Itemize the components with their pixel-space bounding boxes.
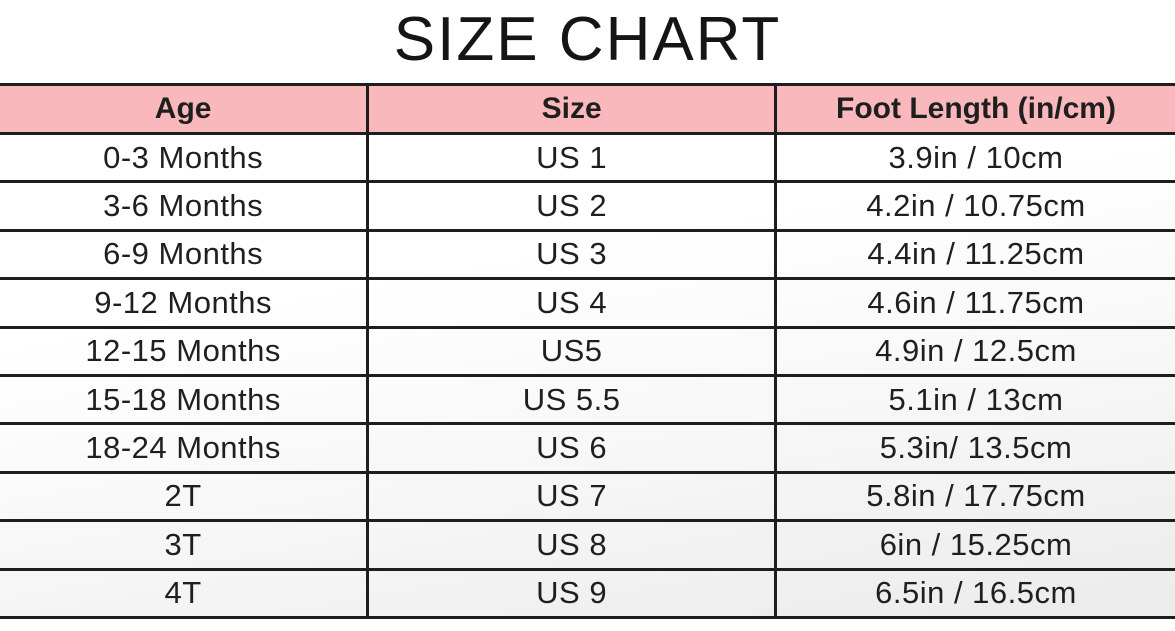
age-cell: 12-15 Months xyxy=(0,325,368,377)
age-cell: 0-3 Months xyxy=(0,131,368,184)
size-cell: US 9 xyxy=(366,567,776,619)
foot-length-cell: 5.1in / 13cm xyxy=(773,373,1175,426)
size-chart-table: Age Size Foot Length (in/cm) 0-3 Months … xyxy=(0,83,1175,619)
age-cell: 2T xyxy=(0,470,368,523)
age-cell: 4T xyxy=(0,567,368,619)
size-cell: US 5.5 xyxy=(366,373,776,426)
size-cell: US 6 xyxy=(366,422,776,474)
table-row: 4T US 9 6.5in / 16.5cm xyxy=(0,567,1175,619)
column-header-size: Size xyxy=(366,83,776,135)
size-cell: US5 xyxy=(366,325,776,377)
table-row: 2T US 7 5.8in / 17.75cm xyxy=(0,470,1175,523)
foot-length-cell: 6.5in / 16.5cm xyxy=(773,567,1175,619)
foot-length-cell: 4.6in / 11.75cm xyxy=(773,277,1175,329)
foot-length-cell: 4.4in / 11.25cm xyxy=(773,228,1175,281)
age-cell: 9-12 Months xyxy=(0,277,368,329)
table-row: 12-15 Months US5 4.9in / 12.5cm xyxy=(0,325,1175,377)
table-row: 6-9 Months US 3 4.4in / 11.25cm xyxy=(0,228,1175,281)
foot-length-cell: 6in / 15.25cm xyxy=(773,519,1175,571)
foot-length-cell: 4.2in / 10.75cm xyxy=(773,180,1175,232)
column-header-age: Age xyxy=(0,83,368,135)
column-header-foot-length: Foot Length (in/cm) xyxy=(773,83,1175,135)
age-cell: 18-24 Months xyxy=(0,422,368,474)
table-row: 0-3 Months US 1 3.9in / 10cm xyxy=(0,131,1175,184)
size-cell: US 8 xyxy=(366,519,776,571)
foot-length-cell: 5.8in / 17.75cm xyxy=(773,470,1175,523)
size-cell: US 1 xyxy=(366,131,776,184)
size-cell: US 2 xyxy=(366,180,776,232)
size-cell: US 7 xyxy=(366,470,776,523)
table-row: 3T US 8 6in / 15.25cm xyxy=(0,519,1175,571)
table-header-row: Age Size Foot Length (in/cm) xyxy=(0,83,1175,135)
table-row: 15-18 Months US 5.5 5.1in / 13cm xyxy=(0,373,1175,426)
age-cell: 15-18 Months xyxy=(0,373,368,426)
age-cell: 3T xyxy=(0,519,368,571)
foot-length-cell: 4.9in / 12.5cm xyxy=(773,325,1175,377)
foot-length-cell: 3.9in / 10cm xyxy=(773,131,1175,184)
page-title: SIZE CHART xyxy=(393,5,782,74)
table-body: 0-3 Months US 1 3.9in / 10cm 3-6 Months … xyxy=(0,131,1175,619)
table-row: 3-6 Months US 2 4.2in / 10.75cm xyxy=(0,180,1175,232)
size-cell: US 4 xyxy=(366,277,776,329)
table-row: 18-24 Months US 6 5.3in/ 13.5cm xyxy=(0,422,1175,474)
age-cell: 6-9 Months xyxy=(0,228,368,281)
size-cell: US 3 xyxy=(366,228,776,281)
foot-length-cell: 5.3in/ 13.5cm xyxy=(773,422,1175,474)
age-cell: 3-6 Months xyxy=(0,180,368,232)
table-row: 9-12 Months US 4 4.6in / 11.75cm xyxy=(0,277,1175,329)
